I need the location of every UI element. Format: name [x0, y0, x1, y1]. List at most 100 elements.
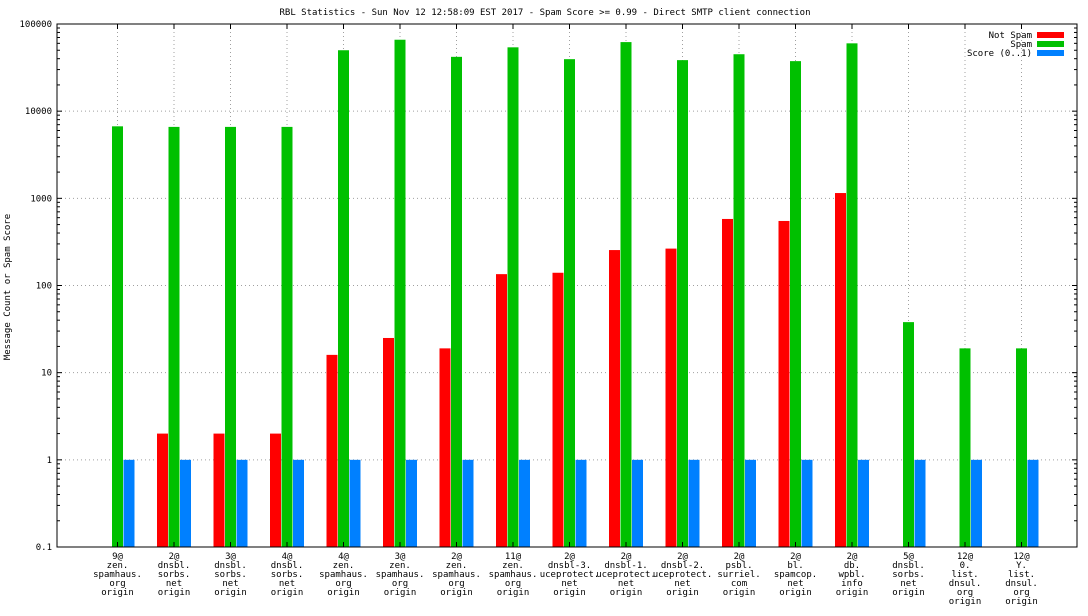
y-axis-label: Message Count or Spam Score: [3, 214, 13, 360]
x-tick-label-line: net: [900, 579, 916, 589]
x-tick-label-line: net: [279, 579, 295, 589]
x-tick-label-line: sorbs.: [158, 570, 191, 580]
bar-score-0-1: [858, 459, 869, 547]
x-tick-label: 3@ zen. spamhaus. org origin: [376, 552, 425, 598]
x-tick-label-line: origin: [101, 588, 134, 598]
bar-spam: [959, 348, 971, 547]
x-tick-label-line: 12@: [957, 552, 974, 562]
x-tick-label-line: wpbl.: [838, 570, 865, 580]
y-tick-label: 0.1: [36, 543, 52, 553]
bar-spam: [620, 42, 632, 547]
bar-not-spam: [778, 220, 790, 547]
bar-not-spam: [552, 272, 564, 547]
x-tick-label-line: origin: [723, 588, 756, 598]
bar-score-0-1: [519, 459, 530, 547]
bar-not-spam: [665, 248, 677, 548]
bar-score-0-1: [914, 459, 926, 547]
x-tick-label: 2@ db. wpbl. info origin: [836, 552, 869, 598]
x-tick-label-line: dnsul.: [949, 579, 982, 589]
x-tick-label-line: origin: [779, 588, 812, 598]
legend-swatch: [1037, 41, 1064, 47]
x-tick-label-line: zen.: [502, 561, 524, 571]
bar-not-spam: [835, 193, 846, 547]
x-tick-label-line: 2@: [677, 552, 688, 562]
x-tick-label-line: 2@: [790, 552, 801, 562]
bar-spam: [733, 54, 745, 548]
x-tick-label-line: net: [166, 579, 182, 589]
x-tick-label-line: org: [1013, 588, 1029, 598]
y-tick-label: 10000: [25, 107, 52, 117]
bar-spam: [168, 126, 180, 547]
y-tick-label: 100: [36, 282, 52, 292]
x-tick-label-line: zen.: [446, 561, 468, 571]
x-tick-label-line: 2@: [451, 552, 462, 562]
x-tick-label-line: net: [222, 579, 238, 589]
x-tick-label-line: origin: [440, 588, 473, 598]
bar-score-0-1: [1027, 459, 1039, 547]
x-tick-label-line: net: [787, 579, 803, 589]
bar-not-spam: [213, 433, 225, 547]
legend-label: Not Spam: [989, 31, 1032, 41]
legend-label: Score (0..1): [967, 49, 1032, 59]
bar-spam: [394, 39, 406, 547]
x-tick-label-line: 12@: [1013, 552, 1030, 562]
x-tick-label-line: org: [957, 588, 973, 598]
x-tick-label-line: dnsbl.: [214, 561, 247, 571]
legend-swatch: [1037, 50, 1064, 56]
x-tick-label-line: origin: [1005, 597, 1038, 607]
x-tick-label-line: spamhaus.: [376, 570, 425, 580]
x-tick-label-line: dnsbl.: [892, 561, 925, 571]
x-tick-label: 3@ dnsbl. sorbs. net origin: [214, 552, 247, 598]
x-tick-label-line: 2@: [621, 552, 632, 562]
bar-not-spam: [157, 433, 168, 547]
x-tick-label: 9@ zen. spamhaus. org origin: [93, 552, 142, 598]
y-tick-label: 10: [41, 369, 52, 379]
x-tick-label: 2@ zen. spamhaus. org origin: [432, 552, 481, 598]
x-tick-label-line: com: [731, 579, 747, 589]
legend-label: Spam: [1010, 40, 1032, 50]
x-tick-label-line: origin: [610, 588, 643, 598]
x-tick-label-line: origin: [553, 588, 586, 598]
x-tick-label-line: surriel.: [717, 570, 760, 580]
x-tick-label-line: spamhaus.: [319, 570, 368, 580]
x-tick-label: 2@ dnsbl-2. uceprotect. net origin: [653, 552, 713, 598]
bar-not-spam: [439, 348, 451, 547]
bar-score-0-1: [180, 459, 191, 547]
x-tick-label-line: spamhaus.: [489, 570, 538, 580]
x-tick-label: 4@ dnsbl. sorbs. net origin: [271, 552, 304, 598]
x-tick-label: 2@ dnsbl. sorbs. net origin: [158, 552, 191, 598]
bar-score-0-1: [293, 459, 304, 547]
bar-spam: [507, 47, 519, 547]
x-tick-label-line: origin: [214, 588, 247, 598]
x-tick-label-line: org: [335, 579, 351, 589]
x-tick-label-line: 2@: [734, 552, 745, 562]
bar-score-0-1: [632, 459, 643, 547]
x-tick-label-line: origin: [949, 597, 982, 607]
x-tick-label-line: 4@: [338, 552, 349, 562]
bar-not-spam: [270, 433, 281, 547]
x-tick-label-line: 5@: [903, 552, 914, 562]
bar-score-0-1: [971, 459, 982, 547]
x-tick-label-line: sorbs.: [214, 570, 247, 580]
x-tick-label: 11@ zen. spamhaus. org origin: [489, 552, 538, 598]
bar-score-0-1: [745, 459, 756, 547]
bar-score-0-1: [801, 459, 813, 547]
bar-score-0-1: [349, 459, 361, 547]
x-tick-label-line: uceprotect.: [540, 570, 600, 580]
x-tick-label: 2@ dnsbl-3. uceprotect. net origin: [540, 552, 600, 598]
x-tick-label-line: Y.: [1016, 561, 1027, 571]
x-tick-label: 12@ Y. list. dnsul. org origin: [1005, 552, 1038, 607]
bar-spam: [846, 43, 858, 547]
bar-spam: [564, 59, 575, 547]
x-tick-label-line: 11@: [505, 552, 522, 562]
x-tick-label-line: list.: [951, 570, 978, 580]
x-tick-label-line: dnsul.: [1005, 579, 1038, 589]
bar-score-0-1: [236, 459, 248, 547]
bar-spam: [112, 126, 123, 547]
x-tick-label-line: origin: [892, 588, 925, 598]
x-tick-label-line: sorbs.: [892, 570, 925, 580]
x-tick-label: 4@ zen. spamhaus. org origin: [319, 552, 368, 598]
